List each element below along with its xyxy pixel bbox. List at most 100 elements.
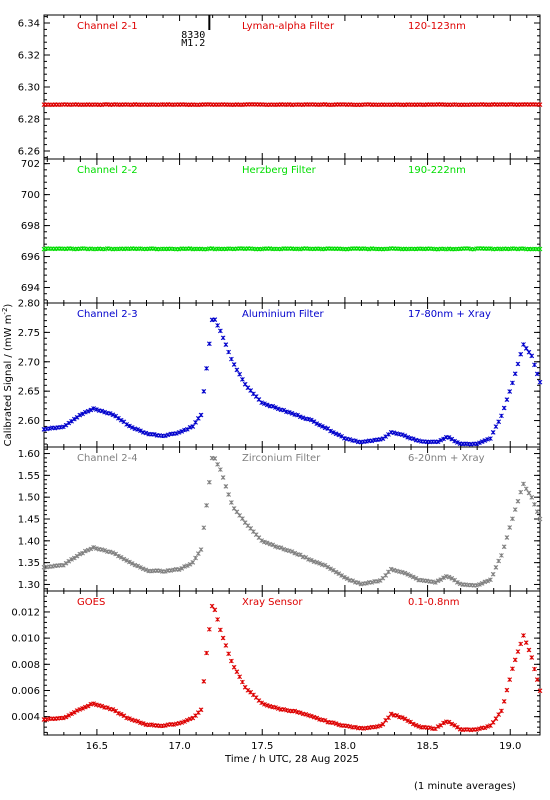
y-axis-title: Calibrated Signal / (mW m-2) (1, 304, 14, 447)
data-point (384, 573, 388, 577)
data-point (205, 651, 209, 655)
y-tick-label: 0.006 (11, 686, 40, 697)
data-point (530, 656, 534, 660)
data-point (497, 713, 501, 717)
y-tick-label: 6.26 (18, 147, 40, 158)
data-point (499, 414, 503, 418)
data-point (505, 688, 509, 692)
data-point (538, 103, 542, 107)
data-point (494, 717, 498, 721)
data-point (202, 679, 206, 683)
data-point (232, 362, 236, 366)
data-point (216, 462, 220, 466)
data-point (205, 366, 209, 370)
data-point (491, 572, 495, 576)
data-point (532, 363, 536, 367)
y-tick-label: 2.65 (18, 387, 40, 398)
data-point (199, 708, 203, 712)
y-tick-label: 2.60 (18, 416, 40, 427)
y-tick-label: 6.32 (18, 51, 40, 62)
filter-label: Zirconium Filter (242, 453, 321, 464)
data-point (224, 484, 228, 488)
data-point (513, 508, 517, 512)
x-tick-label: 17.5 (251, 741, 273, 752)
y-tick-label: 0.004 (11, 712, 40, 723)
data-point (524, 641, 528, 645)
data-point (502, 545, 506, 549)
channel-label: GOES (77, 597, 105, 608)
data-point (240, 517, 244, 521)
data-point (491, 720, 495, 724)
y-tick-label: 1.35 (18, 558, 40, 569)
filter-label: Aluminium Filter (242, 309, 325, 320)
data-point (218, 468, 222, 472)
data-point (524, 487, 528, 491)
data-point (508, 525, 512, 529)
x-tick-label: 16.5 (86, 741, 108, 752)
data-point (527, 491, 531, 495)
filter-label: Lyman-alpha Filter (242, 21, 335, 32)
y-tick-label: 698 (21, 221, 40, 232)
data-point (502, 699, 506, 703)
data-point (218, 628, 222, 632)
data-point (505, 535, 509, 539)
y-tick-label: 1.40 (18, 536, 40, 547)
data-point (516, 650, 520, 654)
data-point (210, 604, 214, 608)
data-point (213, 608, 217, 612)
data-point (229, 357, 233, 361)
data-point (235, 510, 239, 514)
data-point (199, 548, 203, 552)
data-point (213, 456, 217, 460)
data-point (207, 627, 211, 631)
data-point (538, 247, 542, 251)
channel-label: Channel 2-2 (77, 165, 138, 176)
panel-5: 0.0040.0060.0080.0100.012GOES Xray Sensor… (11, 591, 542, 735)
data-point (494, 425, 498, 429)
y-tick-label: 1.55 (18, 471, 40, 482)
data-point (229, 659, 233, 663)
data-series (42, 604, 542, 732)
channel-label: Channel 2-1 (77, 21, 138, 32)
data-point (194, 420, 198, 424)
data-point (227, 652, 231, 656)
data-point (207, 342, 211, 346)
data-point (530, 495, 534, 499)
data-point (235, 670, 239, 674)
panel-frame (44, 303, 540, 447)
channel-label: Channel 2-4 (77, 453, 138, 464)
data-series (42, 456, 542, 587)
y-tick-label: 702 (21, 159, 40, 170)
filter-label: Herzberg Filter (242, 165, 317, 176)
panel-3: 2.602.652.702.752.80Channel 2-3 Aluminium… (18, 299, 542, 448)
x-tick-label: 18.5 (416, 741, 438, 752)
filter-label: Xray Sensor (242, 597, 303, 608)
y-tick-label: 1.30 (18, 580, 40, 591)
data-point (521, 633, 525, 637)
y-tick-label: 6.30 (18, 83, 40, 94)
range-label: 120-123nm (408, 21, 466, 32)
data-point (521, 342, 525, 346)
data-point (216, 323, 220, 327)
x-tick-label: 17.0 (168, 741, 190, 752)
data-point (527, 648, 531, 652)
data-point (227, 350, 231, 354)
y-tick-label: 700 (21, 190, 40, 201)
data-point (202, 526, 206, 530)
data-point (516, 362, 520, 366)
y-tick-label: 1.60 (18, 449, 40, 460)
panel-frame (44, 15, 540, 159)
data-point (532, 667, 536, 671)
y-tick-label: 2.70 (18, 357, 40, 368)
data-point (202, 389, 206, 393)
data-point (218, 329, 222, 333)
range-label: 17-80nm + Xray (408, 309, 491, 320)
data-series (42, 102, 542, 106)
data-point (240, 680, 244, 684)
footnote: (1 minute averages) (414, 781, 516, 792)
data-point (538, 380, 542, 384)
data-point (530, 354, 534, 358)
data-point (513, 372, 517, 376)
data-point (221, 476, 225, 480)
data-point (216, 617, 220, 621)
